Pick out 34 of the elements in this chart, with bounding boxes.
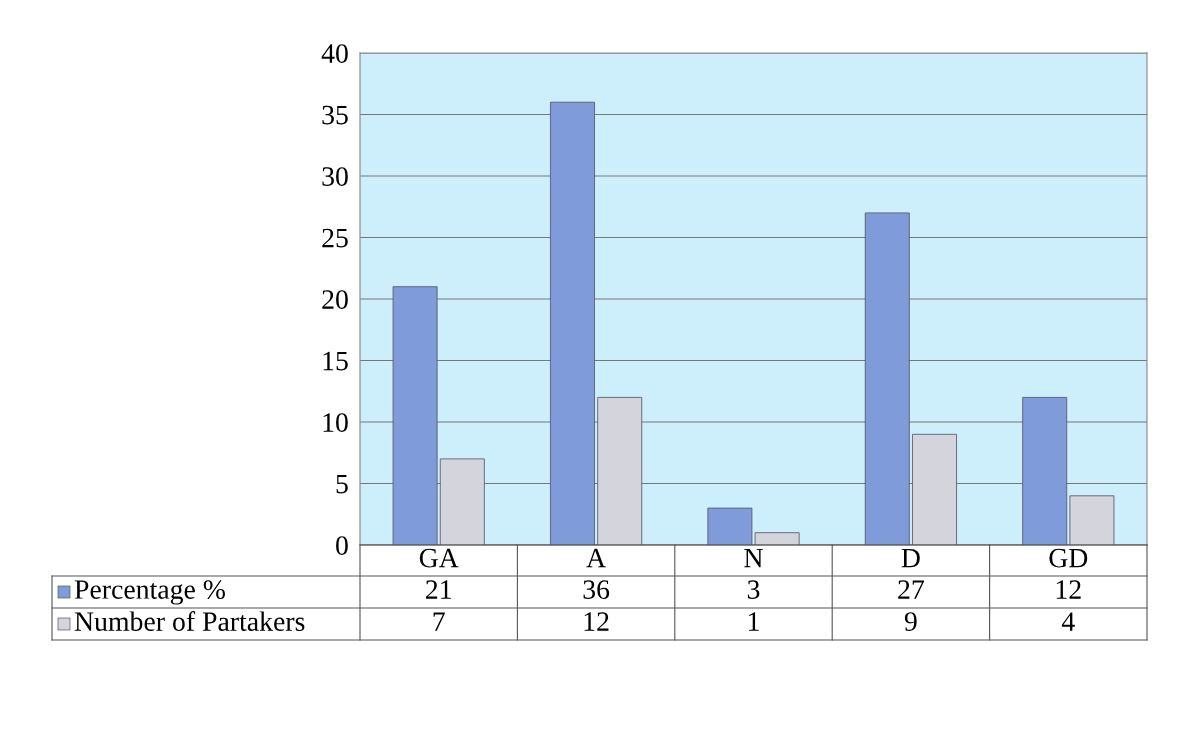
x-tick-label: N bbox=[744, 548, 763, 568]
x-tick-label: D bbox=[901, 548, 920, 568]
data-label: 7 bbox=[433, 612, 445, 631]
bar bbox=[912, 433, 957, 545]
data-label: 3 bbox=[747, 580, 760, 599]
bar bbox=[1022, 396, 1068, 545]
y-tick-label: 20 bbox=[322, 290, 348, 309]
legend-label: Percentage % bbox=[74, 580, 225, 605]
legend-label: Number of Partakers bbox=[74, 611, 305, 631]
data-label: 12 bbox=[584, 612, 609, 631]
y-tick-label: 40 bbox=[321, 44, 348, 63]
y-tick-label: 35 bbox=[322, 105, 348, 125]
data-label: 27 bbox=[898, 580, 924, 599]
x-tick-label: GA bbox=[419, 548, 459, 568]
bar bbox=[1069, 495, 1115, 545]
data-label: 36 bbox=[583, 580, 610, 599]
x-tick-label: GD bbox=[1049, 548, 1088, 568]
bar bbox=[864, 212, 910, 545]
y-tick-label: 5 bbox=[336, 474, 348, 494]
bar bbox=[550, 101, 595, 545]
bar bbox=[597, 396, 643, 545]
y-tick-label: 15 bbox=[323, 351, 348, 371]
data-label: 12 bbox=[1056, 580, 1081, 599]
y-tick-label: 0 bbox=[336, 536, 348, 555]
bar bbox=[392, 286, 438, 545]
bar bbox=[439, 458, 485, 545]
data-label: 1 bbox=[749, 612, 759, 631]
y-tick-label: 10 bbox=[323, 413, 348, 432]
data-label: 21 bbox=[426, 580, 451, 599]
y-tick-label: 30 bbox=[322, 167, 348, 186]
x-tick-label: A bbox=[586, 548, 606, 568]
data-label: 9 bbox=[904, 612, 917, 631]
data-label: 4 bbox=[1061, 612, 1075, 631]
y-tick-label: 25 bbox=[322, 228, 348, 248]
